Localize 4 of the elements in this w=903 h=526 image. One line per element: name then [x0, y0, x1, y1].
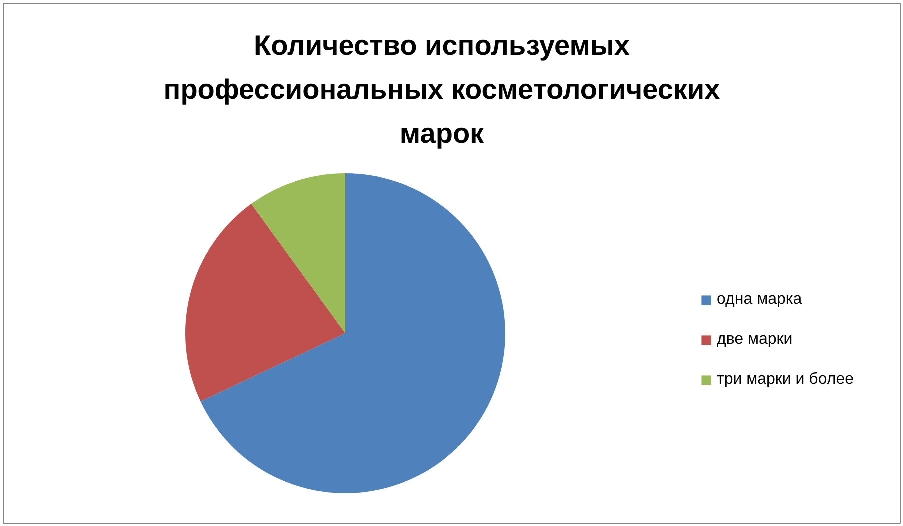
legend-label: три марки и более	[717, 370, 854, 390]
chart-title: Количество используемых профессиональных косметологических марок	[164, 30, 721, 149]
legend-label: одна марка	[717, 290, 802, 310]
legend-label: две марки	[717, 330, 793, 350]
